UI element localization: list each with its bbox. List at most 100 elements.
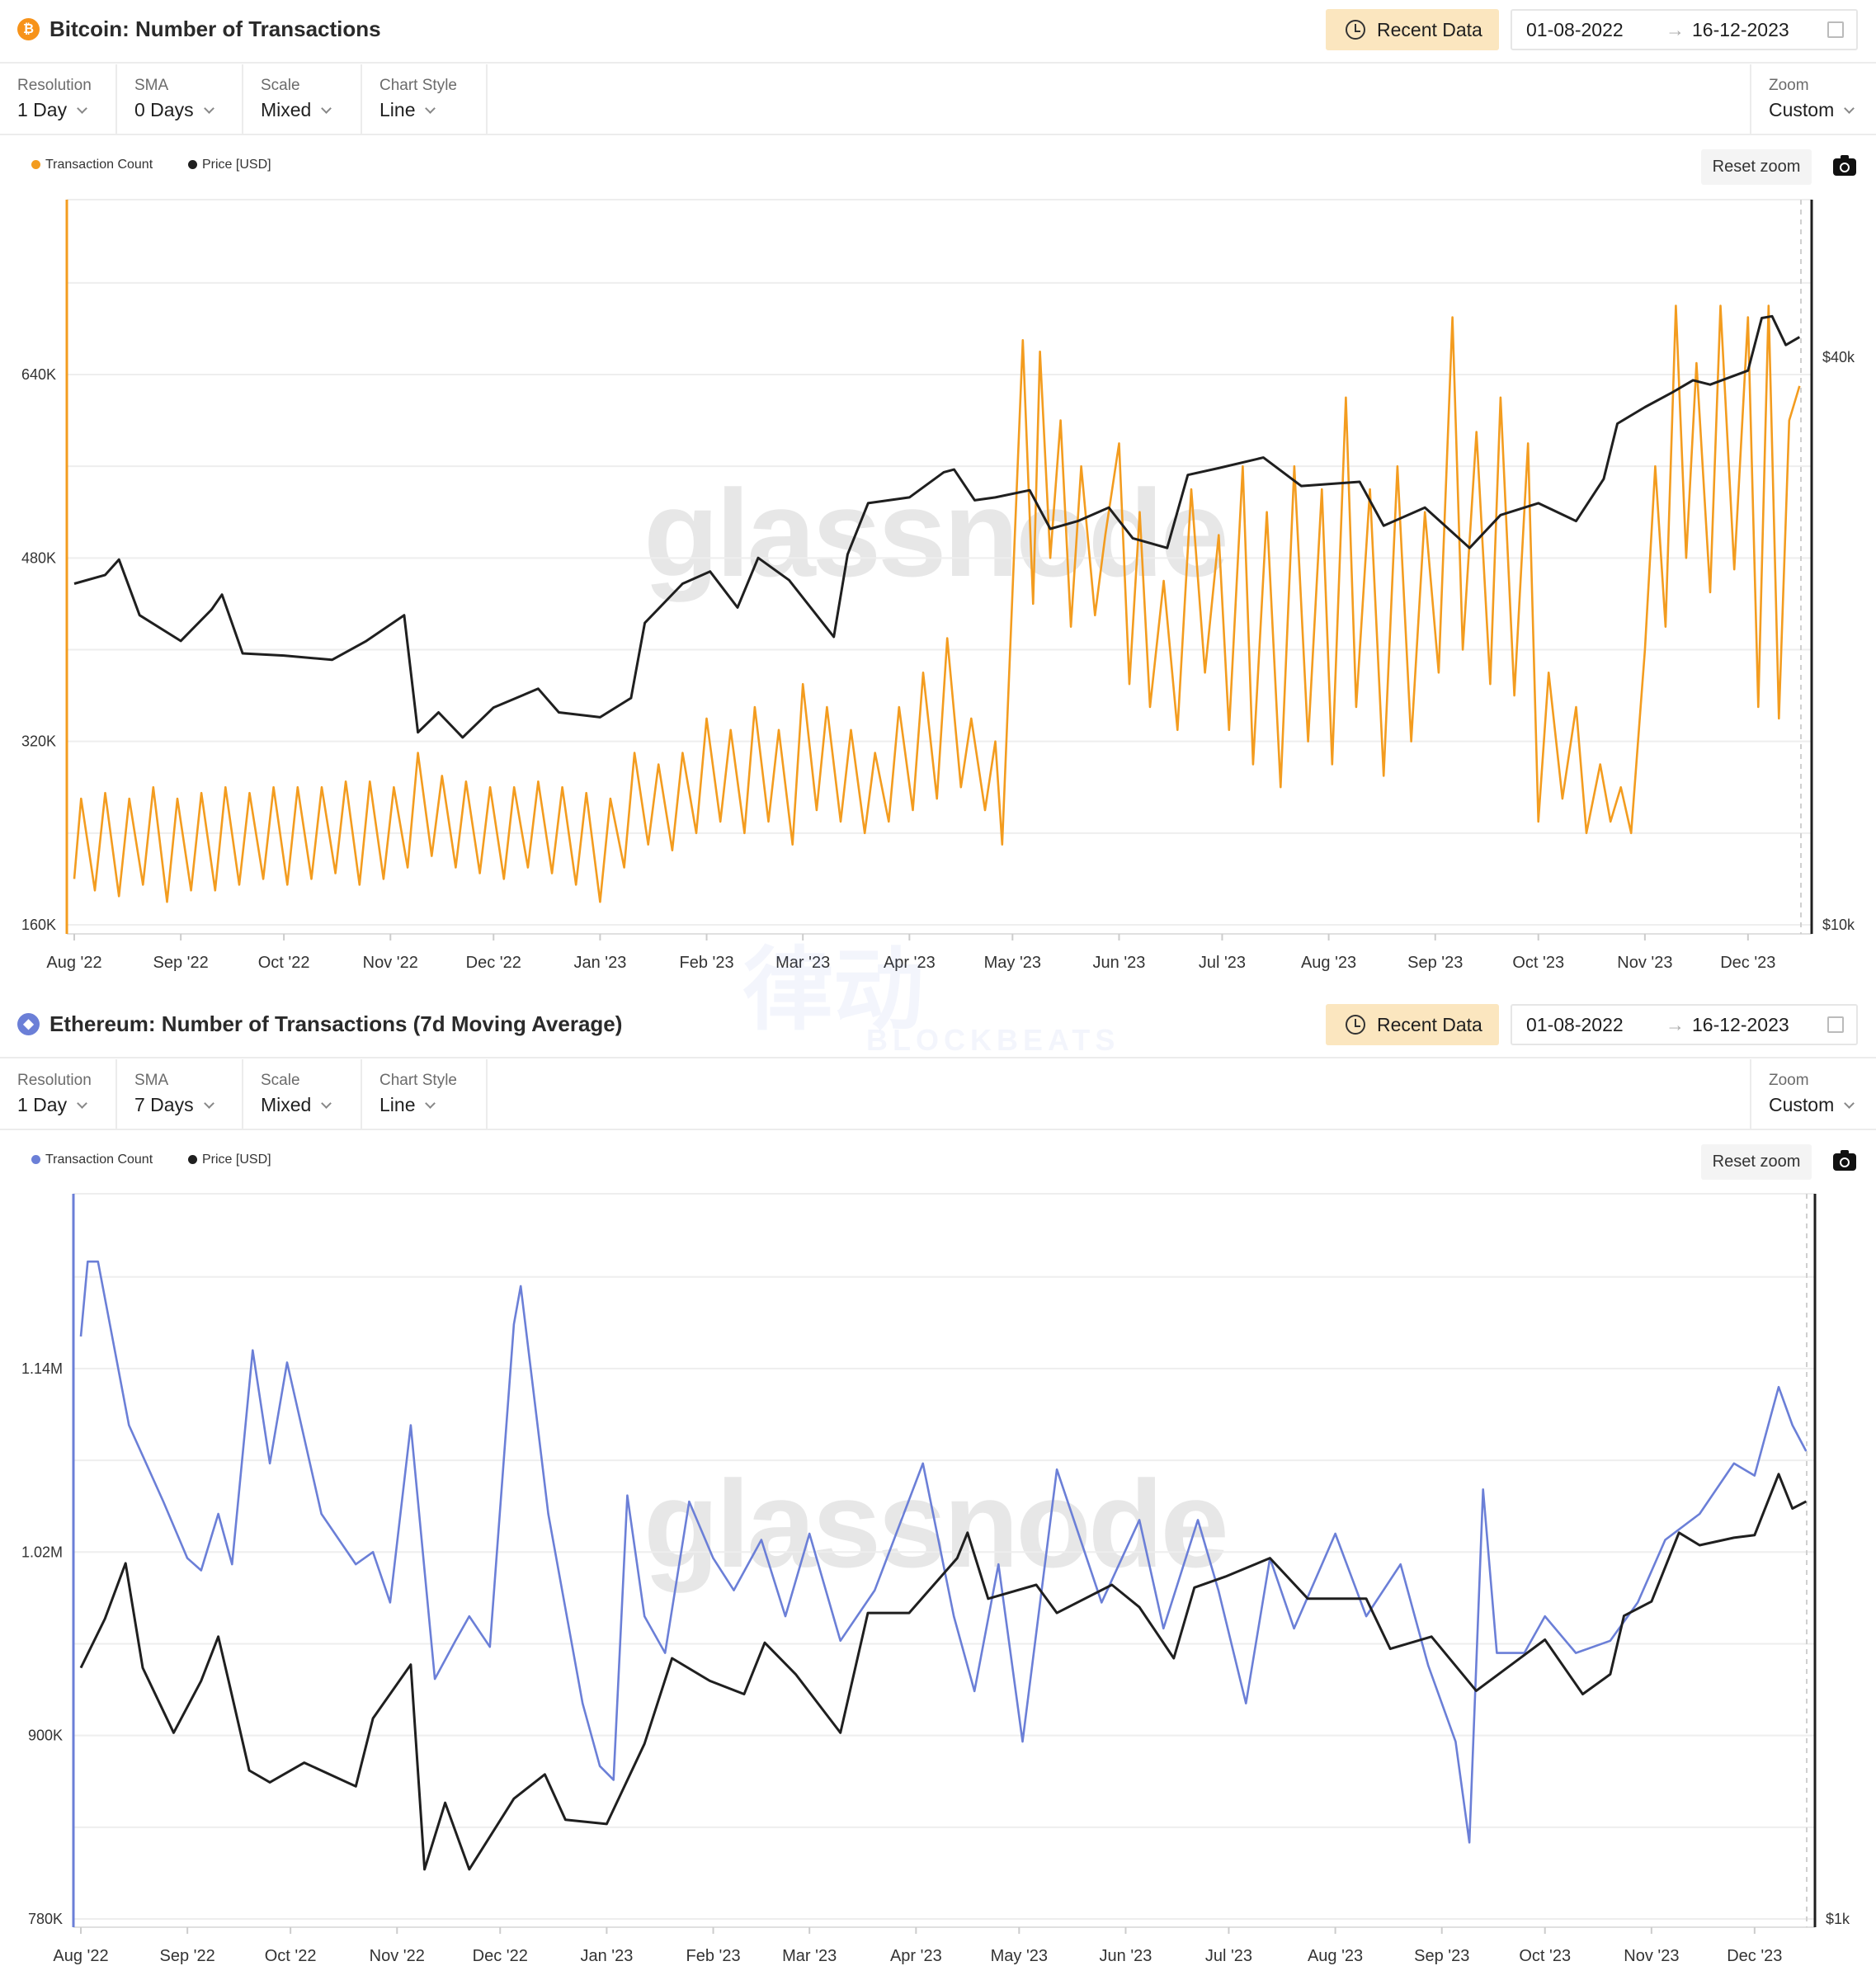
glassnode-watermark: glassnode [643, 1454, 1229, 1593]
ethereum-icon: ◆ [17, 1013, 40, 1035]
legend-item-transaction-count[interactable]: Transaction Count [31, 158, 153, 172]
x-tick-label: Mar '23 [782, 1947, 837, 1965]
legend-label: Transaction Count [45, 1153, 153, 1167]
series-line-price [73, 314, 1801, 739]
date-to-input[interactable]: 16-12-2023 [1692, 1014, 1789, 1035]
y-left-tick-label: 780K [28, 1911, 63, 1927]
legend-label: Price [USD] [202, 1153, 271, 1167]
date-from-input[interactable]: 01-08-2022 [1526, 1014, 1624, 1035]
x-tick-label: Dec '22 [473, 1947, 528, 1965]
calendar-icon[interactable] [1827, 1016, 1844, 1033]
chart-controls: Resolution 1 Day SMA 0 Days Scale Mixed … [0, 64, 1876, 135]
chart-controls: Resolution 1 Day SMA 7 Days Scale Mixed … [0, 1059, 1876, 1130]
y-left-tick-label: 900K [28, 1728, 63, 1744]
x-tick-label: Dec '22 [466, 954, 521, 972]
legend-dot [188, 160, 197, 169]
chart-style-dropdown[interactable]: Chart Style Line [362, 64, 488, 135]
zoom-dropdown[interactable]: Zoom Custom [1750, 64, 1876, 135]
x-tick-label: Nov '23 [1617, 954, 1672, 972]
legend-item-transaction-count[interactable]: Transaction Count [31, 1153, 153, 1167]
y-right-tick-label: $40k [1822, 349, 1855, 365]
control-value: 7 Days [134, 1094, 194, 1115]
date-from-input[interactable]: 01-08-2022 [1526, 19, 1624, 40]
clock-icon [1346, 1015, 1365, 1035]
control-value: 1 Day [17, 1094, 68, 1115]
control-label: Resolution [17, 77, 92, 94]
x-tick-label: Jan '23 [580, 1947, 633, 1965]
x-tick-label: Nov '22 [370, 1947, 425, 1965]
recent-data-button[interactable]: Recent Data [1326, 9, 1499, 50]
x-tick-label: Feb '23 [686, 1947, 740, 1965]
series-line-price [79, 1473, 1807, 1871]
resolution-dropdown[interactable]: Resolution 1 Day [0, 64, 117, 135]
y-right-tick-label: $1k [1826, 1911, 1850, 1927]
calendar-icon[interactable] [1827, 21, 1844, 38]
recent-data-button[interactable]: Recent Data [1326, 1004, 1499, 1045]
x-tick-label: Oct '23 [1519, 1947, 1571, 1965]
x-tick-label: Oct '23 [1512, 954, 1564, 972]
x-tick-label: Dec '23 [1720, 954, 1775, 972]
bitcoin-icon: ₿ [17, 18, 40, 40]
date-range-picker[interactable]: 01-08-2022 → 16-12-2023 [1511, 1004, 1858, 1045]
x-tick-label: Apr '23 [890, 1947, 942, 1965]
x-tick-label: Aug '23 [1301, 954, 1356, 972]
x-tick-label: Sep '23 [1407, 954, 1463, 972]
reset-zoom-button[interactable]: Reset zoom [1701, 1144, 1812, 1180]
blockbeats-watermark: 律动 [742, 940, 924, 1041]
control-label: Zoom [1769, 1072, 1809, 1089]
chart-canvas[interactable]: 780K 900K 1.02M 1.14M $1k Aug '22 Sep '22 Oct '… [0, 995, 1876, 1980]
recent-data-label: Recent Data [1377, 19, 1482, 40]
control-label: SMA [134, 1072, 169, 1089]
control-label: Resolution [17, 1072, 92, 1089]
camera-icon[interactable] [1833, 155, 1856, 176]
glassnode-watermark: glassnode [643, 464, 1229, 602]
series-line-transaction-count [73, 304, 1801, 903]
x-tick-label: Sep '23 [1414, 1947, 1469, 1965]
x-tick-label: Aug '23 [1308, 1947, 1363, 1965]
chart-header: ◆ Ethereum: Number of Transactions (7d M… [0, 995, 1876, 1058]
control-label: Scale [261, 1072, 300, 1089]
control-value: Line [379, 1094, 416, 1115]
x-tick-label: Nov '23 [1624, 1947, 1679, 1965]
zoom-dropdown[interactable]: Zoom Custom [1750, 1059, 1876, 1130]
control-label: Scale [261, 77, 300, 94]
control-value: Line [379, 99, 416, 120]
x-tick-label: Apr '23 [884, 954, 936, 972]
sma-dropdown[interactable]: SMA 7 Days [117, 1059, 243, 1130]
control-value: 0 Days [134, 99, 194, 120]
camera-icon[interactable] [1833, 1150, 1856, 1171]
date-to-input[interactable]: 16-12-2023 [1692, 19, 1789, 40]
resolution-dropdown[interactable]: Resolution 1 Day [0, 1059, 117, 1130]
legend-item-price[interactable]: Price [USD] [188, 1153, 271, 1167]
arrow-right-icon: → [1666, 19, 1685, 40]
x-tick-label: Jul '23 [1205, 1947, 1252, 1965]
x-tick-label: Nov '22 [363, 954, 418, 972]
y-left-tick-label: 1.02M [21, 1544, 63, 1560]
control-value: Custom [1769, 1094, 1835, 1115]
series-line-transaction-count [79, 1260, 1808, 1844]
chart-canvas[interactable]: 160K 320K 480K 640K $10k $40k Aug '22 Sep '22 Oc… [0, 0, 1876, 995]
y-left-tick-label: 480K [21, 549, 56, 566]
x-tick-label: Jun '23 [1100, 1947, 1152, 1965]
sma-dropdown[interactable]: SMA 0 Days [117, 64, 243, 135]
chart-style-dropdown[interactable]: Chart Style Line [362, 1059, 488, 1130]
legend-label: Transaction Count [45, 158, 153, 172]
legend-dot [31, 1155, 40, 1164]
recent-data-label: Recent Data [1377, 1014, 1482, 1035]
legend-dot [31, 160, 40, 169]
arrow-right-icon: → [1666, 1014, 1685, 1035]
scale-dropdown[interactable]: Scale Mixed [243, 1059, 362, 1130]
control-label: Chart Style [379, 1072, 457, 1089]
x-tick-label: May '23 [991, 1947, 1048, 1965]
date-range-picker[interactable]: 01-08-2022 → 16-12-2023 [1511, 9, 1858, 50]
control-value: 1 Day [17, 99, 68, 120]
legend-dot [188, 1155, 197, 1164]
chart-title: Ethereum: Number of Transactions (7d Mov… [49, 1011, 623, 1036]
ethereum-chart-panel: ◆ Ethereum: Number of Transactions (7d M… [0, 995, 1876, 1980]
scale-dropdown[interactable]: Scale Mixed [243, 64, 362, 135]
legend-item-price[interactable]: Price [USD] [188, 158, 271, 172]
reset-zoom-button[interactable]: Reset zoom [1701, 149, 1812, 185]
control-label: Chart Style [379, 77, 457, 94]
x-tick-label: Oct '22 [265, 1947, 317, 1965]
bitcoin-chart-panel: ₿ Bitcoin: Number of Transactions Recent… [0, 0, 1876, 995]
